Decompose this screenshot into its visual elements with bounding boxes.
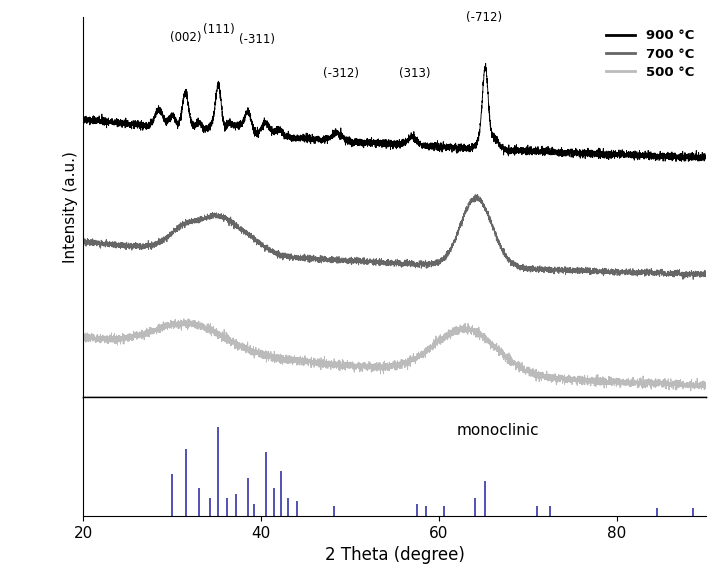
Text: (111): (111) [203, 23, 235, 36]
Text: (002): (002) [170, 31, 202, 44]
Text: (-312): (-312) [324, 68, 359, 80]
Y-axis label: Intensity (a.u.): Intensity (a.u.) [63, 152, 77, 264]
Text: (-311): (-311) [239, 33, 275, 46]
Text: monoclinic: monoclinic [457, 423, 539, 438]
Legend: 900 °C, 700 °C, 500 °C: 900 °C, 700 °C, 500 °C [601, 24, 699, 84]
X-axis label: 2 Theta (degree): 2 Theta (degree) [324, 546, 465, 564]
Text: (-712): (-712) [466, 11, 502, 24]
Text: (313): (313) [399, 68, 431, 80]
